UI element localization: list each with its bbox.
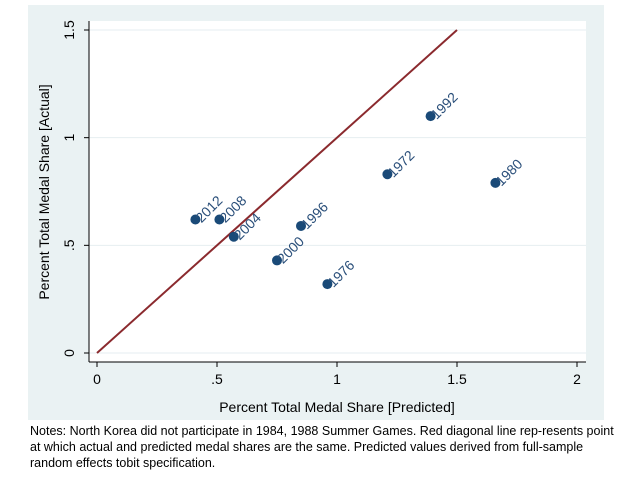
data-point bbox=[190, 214, 201, 225]
x-tick-label: 1 bbox=[333, 371, 341, 387]
data-point bbox=[214, 214, 225, 225]
x-tick-label: 0 bbox=[93, 371, 101, 387]
data-point bbox=[228, 231, 239, 242]
y-axis-label: Percent Total Medal Share [Actual] bbox=[36, 84, 52, 299]
y-tick-label: 1 bbox=[61, 134, 77, 142]
y-tick-label: 0 bbox=[61, 349, 77, 357]
scatter-chart: 0.511.50.5 1 1.5 2 201220082004200019961976… bbox=[28, 5, 604, 420]
y-tick-label: 1.5 bbox=[61, 20, 77, 40]
data-point bbox=[490, 177, 501, 188]
data-point bbox=[296, 220, 306, 231]
x-tick-label: .5 bbox=[211, 371, 223, 387]
equality-reference-line bbox=[96, 29, 458, 354]
plot-area bbox=[89, 21, 586, 362]
data-point bbox=[322, 279, 333, 290]
x-tick-label: 2 bbox=[573, 371, 581, 387]
data-point bbox=[382, 169, 393, 180]
y-tick-label: .5 bbox=[61, 239, 77, 251]
x-tick-label: 1.5 bbox=[447, 371, 467, 387]
x-axis-label: Percent Total Medal Share [Predicted] bbox=[219, 399, 455, 415]
data-point bbox=[272, 255, 282, 266]
chart-notes: Notes: North Korea did not participate i… bbox=[30, 424, 614, 470]
data-point bbox=[425, 111, 436, 122]
